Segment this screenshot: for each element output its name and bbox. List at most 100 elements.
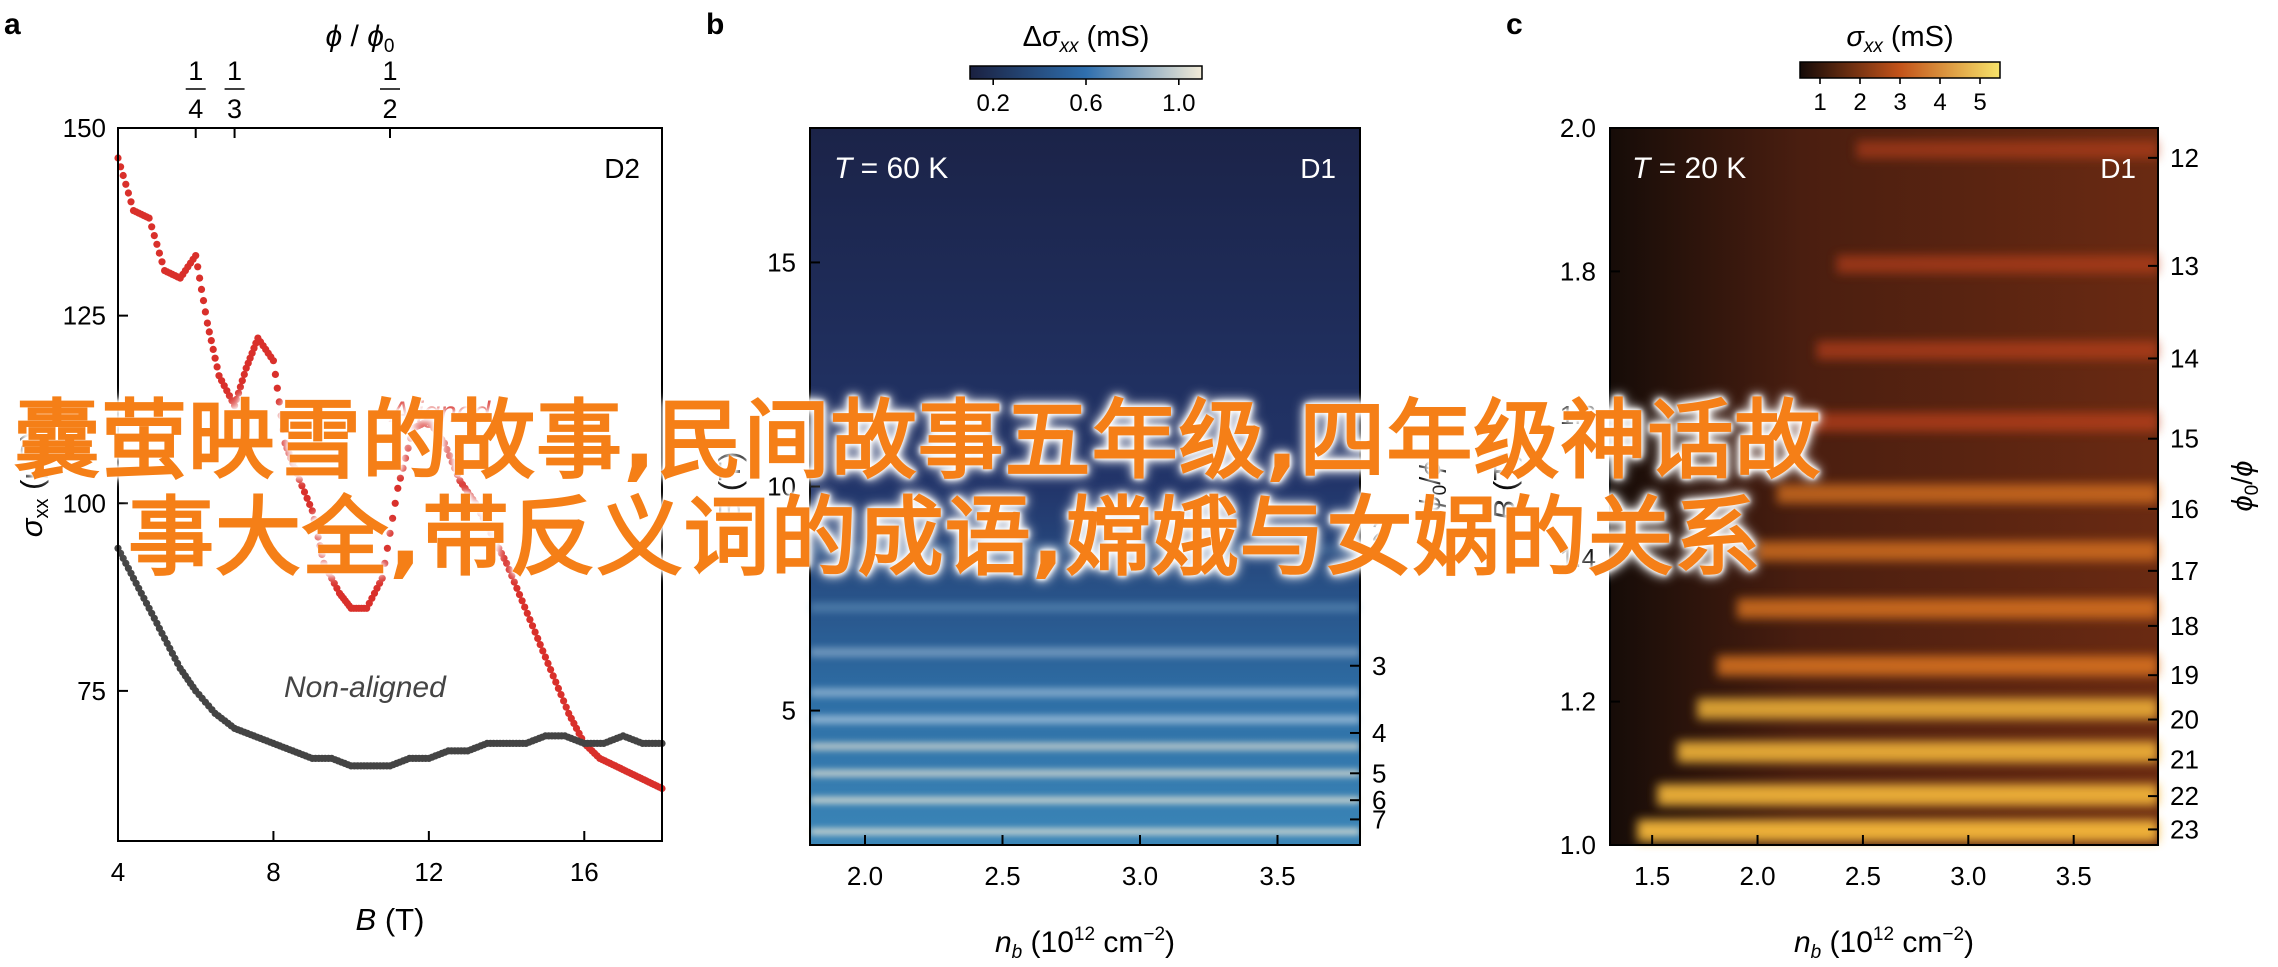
panel-b-right-ticks: 2 3 4 567	[1350, 516, 1386, 834]
x-tick-label: 3.0	[1950, 861, 1986, 891]
heatmap-band	[1737, 598, 2158, 619]
aligned-data-point	[544, 659, 552, 668]
right-tick-label: 12	[2170, 143, 2199, 173]
heatmap-band	[810, 770, 1360, 777]
panel-c-y-ticks: 1.0 1.2 1.4 1.6 1.8 2.0	[1560, 113, 1620, 860]
x-tick-label: 2.5	[984, 861, 1020, 891]
panel-c-corner-tag: D1	[2100, 153, 2136, 184]
aligned-data-point	[295, 475, 303, 484]
aligned-data-point	[273, 384, 281, 392]
aligned-data-point	[303, 494, 311, 502]
aligned-data-point	[197, 285, 206, 293]
panel-c-y-label: B (T)	[1487, 452, 1522, 521]
aligned-data-point	[446, 452, 454, 460]
right-tick-label: 7	[1372, 804, 1386, 834]
x-tick-label: 2.0	[1739, 861, 1775, 891]
y-tick-label: 125	[63, 301, 106, 331]
aligned-data-point	[536, 641, 544, 649]
panel-c-x-ticks: 1.5 2.0 2.5 3.0 3.5	[1634, 835, 2092, 891]
aligned-data-point	[523, 609, 531, 617]
panel-b-heatmap-bands	[810, 543, 1360, 835]
right-tick-label: 21	[2170, 745, 2199, 775]
right-tick-label: 22	[2170, 781, 2199, 811]
panel-b-heatmap-background	[810, 128, 1360, 845]
heatmap-band	[810, 715, 1360, 724]
heatmap-band	[1657, 784, 2158, 806]
aligned-data-point	[192, 252, 200, 260]
right-tick-label: 18	[2170, 611, 2199, 641]
right-tick-label: 15	[2170, 424, 2199, 454]
aligned-data-point	[560, 697, 568, 705]
top-tick-numerator: 1	[227, 56, 242, 86]
aligned-data-point	[238, 377, 246, 385]
aligned-data-point	[440, 439, 448, 447]
aligned-data-point	[158, 258, 166, 266]
aligned-data-point	[203, 319, 211, 327]
aligned-data-point	[306, 500, 314, 509]
top-tick-numerator: 1	[382, 56, 397, 86]
aligned-data-point	[211, 354, 219, 362]
aligned-data-point	[316, 542, 324, 550]
heatmap-band	[1776, 483, 2158, 504]
aligned-data-point	[201, 308, 209, 316]
x-tick-label: 2.0	[847, 861, 883, 891]
panel-a-x-label: B (T)	[356, 902, 425, 937]
aligned-data-point	[279, 425, 287, 434]
aligned-data-point	[122, 180, 130, 188]
aligned-data-point	[150, 232, 158, 240]
panel-letter-a: a	[4, 8, 21, 41]
aligned-data-point	[271, 370, 279, 378]
aligned-data-point	[448, 458, 456, 466]
panel-b-x-label: nb (1012 cm−2)	[995, 924, 1175, 963]
y-tick-label: 1.6	[1560, 400, 1596, 430]
aligned-data-point	[209, 345, 217, 353]
aligned-data-point	[232, 395, 241, 403]
heatmap-band	[810, 742, 1360, 751]
panel-a-top-axis-label: ϕ / ϕ0	[326, 20, 395, 57]
panel-c-colorbar	[1799, 61, 2001, 79]
aligned-data-point	[515, 591, 524, 599]
y-tick-label: 10	[767, 472, 796, 502]
aligned-data-point	[531, 628, 539, 636]
y-tick-label: 1.0	[1560, 830, 1596, 860]
aligned-data-point	[213, 363, 221, 371]
aligned-data-point	[205, 328, 213, 336]
panel-letter-b: b	[706, 8, 724, 41]
aligned-data-point	[383, 544, 391, 552]
colorbar-tick-label: 3	[1893, 89, 1906, 116]
x-tick-label: 4	[111, 857, 125, 887]
x-tick-label: 16	[570, 857, 599, 887]
x-tick-label: 3.5	[2056, 861, 2092, 891]
panel-c-frame	[1609, 127, 2159, 846]
panel-c-right-axis-label: ϕ0/ϕ	[2227, 461, 2263, 512]
colorbar-tick-label: 0.6	[1069, 90, 1102, 117]
aligned-data-point	[314, 533, 322, 541]
aligned-data-point	[277, 412, 285, 420]
panel-a-annotation-aligned: Aligned	[388, 396, 491, 429]
aligned-data-point	[391, 499, 399, 507]
aligned-data-point	[386, 529, 394, 537]
aligned-data-point	[396, 474, 404, 482]
heatmap-band	[810, 543, 1360, 555]
aligned-data-point	[526, 616, 534, 624]
panel-b-y-ticks: 5 10 15	[767, 247, 820, 726]
panel-c-colorbar-label: σxx (mS)	[1846, 21, 1953, 57]
right-tick-label: 23	[2170, 814, 2199, 844]
heatmap-band	[810, 797, 1360, 804]
heatmap-band	[1637, 819, 2158, 842]
aligned-data-point	[236, 383, 244, 391]
aligned-data-point	[145, 214, 153, 222]
aligned-data-point	[310, 515, 318, 524]
panel-b-colorbar-label: Δσxx (mS)	[1023, 21, 1150, 57]
x-tick-label: 8	[266, 857, 280, 887]
aligned-data-point	[557, 691, 565, 699]
top-tick-denominator: 3	[227, 94, 242, 124]
aligned-data-point	[194, 263, 202, 271]
heatmap-band	[810, 688, 1360, 698]
aligned-data-point	[394, 484, 402, 492]
panel-b-right-axis-label: ϕ0/ϕ	[1415, 461, 1451, 512]
